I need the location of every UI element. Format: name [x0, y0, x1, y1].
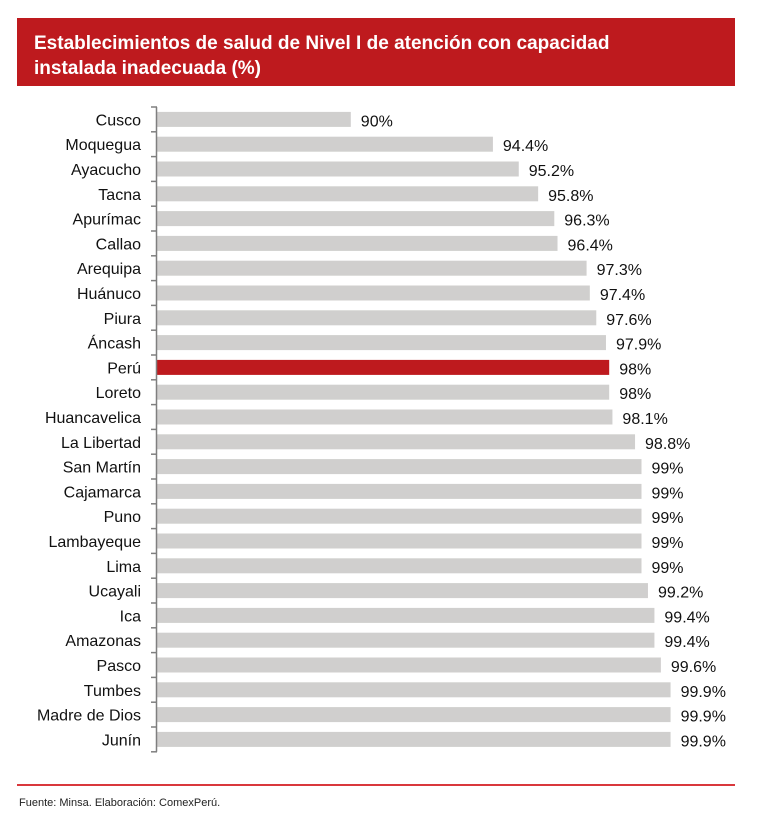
category-label: La Libertad: [61, 435, 141, 452]
value-label: 98%: [619, 361, 651, 378]
bar: [157, 657, 661, 673]
value-labels: 90% 94.4% 95.2% 95.8% 96.3% 96.4% 97.3% 97.4% 97…: [361, 113, 726, 750]
bars-group: [157, 111, 671, 747]
bar: [157, 632, 655, 648]
source-note: Fuente: Minsa. Elaboración: ComexPerú.: [19, 797, 221, 809]
value-label: 95.8%: [548, 188, 593, 205]
bar: [157, 409, 613, 425]
bar: [157, 731, 671, 747]
bar: [157, 335, 606, 351]
value-label: 97.4%: [600, 287, 645, 304]
value-label: 95.2%: [529, 163, 574, 180]
bar: [157, 260, 587, 276]
category-label: Tumbes: [84, 683, 141, 700]
value-label: 99%: [652, 510, 684, 527]
bar: [157, 434, 636, 450]
category-labels: Cusco Moquegua Ayacucho Tacna Apurímac Callao…: [37, 112, 141, 749]
category-label: Puno: [104, 509, 141, 526]
bar: [157, 186, 539, 202]
bar: [157, 533, 642, 549]
value-label: 90%: [361, 113, 393, 130]
chart-title-line-1: Establecimientos de salud de Nivel I de …: [34, 33, 610, 54]
category-label: Ucayali: [89, 584, 141, 601]
value-label: 99.6%: [671, 659, 716, 676]
category-label: Ayacucho: [71, 162, 141, 179]
bar: [157, 211, 555, 227]
category-label: Cusco: [96, 112, 141, 129]
value-label: 96.3%: [564, 213, 609, 230]
category-label: Amazonas: [65, 633, 141, 650]
chart-title-line-2: instalada inadecuada (%): [34, 58, 262, 79]
category-label: Áncash: [88, 334, 141, 353]
value-label: 94.4%: [503, 138, 548, 155]
bar: [157, 310, 597, 326]
category-label: Huancavelica: [45, 410, 141, 427]
bar: [157, 707, 671, 723]
category-label: San Martín: [63, 460, 141, 477]
category-label: Cajamarca: [64, 484, 141, 501]
value-label: 97.6%: [606, 312, 651, 329]
category-label: Tacna: [98, 187, 141, 204]
category-label: Perú: [107, 360, 141, 377]
value-label: 99.9%: [681, 733, 726, 750]
category-label: Madre de Dios: [37, 708, 141, 725]
bar: [157, 235, 558, 251]
category-label: Pasco: [97, 658, 142, 675]
bar: [157, 136, 493, 152]
bar-highlight: [157, 359, 610, 375]
bar: [157, 459, 642, 475]
bar: [157, 583, 648, 599]
value-label: 99.2%: [658, 585, 703, 602]
value-label: 99%: [652, 560, 684, 577]
bar: [157, 161, 519, 177]
value-label: 98.1%: [622, 411, 667, 428]
category-label: Lambayeque: [48, 534, 141, 551]
value-label: 99.9%: [681, 709, 726, 726]
chart-title-banner: Establecimientos de salud de Nivel I de …: [17, 18, 735, 86]
value-label: 99.4%: [664, 609, 709, 626]
value-label: 99%: [652, 535, 684, 552]
category-label: Lima: [106, 559, 141, 576]
bar: [157, 508, 642, 524]
bar: [157, 285, 590, 301]
value-label: 97.9%: [616, 337, 661, 354]
bar: [157, 111, 351, 127]
bar: [157, 384, 610, 400]
bar: [157, 558, 642, 574]
category-label: Apurímac: [73, 212, 141, 229]
bar: [157, 607, 655, 623]
value-label: 99%: [652, 485, 684, 502]
footer-rule: [17, 784, 735, 786]
category-label: Callao: [96, 236, 141, 253]
value-label: 97.3%: [597, 262, 642, 279]
value-label: 96.4%: [568, 237, 613, 254]
bar: [157, 682, 671, 698]
category-label: Arequipa: [77, 261, 141, 278]
value-label: 99.4%: [664, 634, 709, 651]
bar: [157, 483, 642, 499]
category-label: Huánuco: [77, 286, 141, 303]
value-label: 98.8%: [645, 436, 690, 453]
category-label: Piura: [104, 311, 141, 328]
value-label: 98%: [619, 386, 651, 403]
category-label: Junín: [102, 732, 141, 749]
value-label: 99%: [652, 461, 684, 478]
y-axis: [151, 106, 158, 753]
category-label: Ica: [120, 608, 141, 625]
value-label: 99.9%: [681, 684, 726, 701]
category-label: Loreto: [96, 385, 141, 402]
category-label: Moquegua: [65, 137, 141, 154]
